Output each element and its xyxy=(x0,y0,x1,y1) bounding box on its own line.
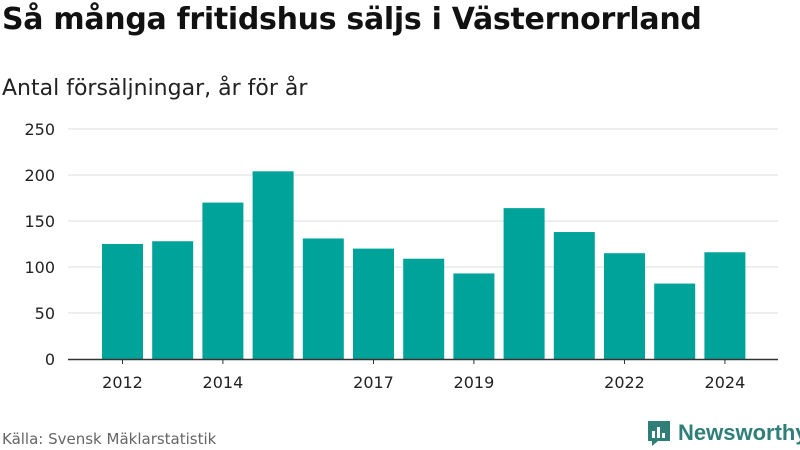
bar-2023 xyxy=(654,283,696,359)
x-tick-label: 2017 xyxy=(353,373,394,392)
bar-2012 xyxy=(102,244,143,359)
y-tick-label: 50 xyxy=(35,304,55,323)
y-tick-label: 100 xyxy=(24,258,55,277)
chart-subtitle: Antal försäljningar, år för år xyxy=(2,76,308,101)
x-tick-label: 2022 xyxy=(604,373,645,392)
bar-2013 xyxy=(152,241,194,359)
bar-2018 xyxy=(403,258,445,359)
x-tick-label: 2012 xyxy=(102,373,143,392)
bar-2017 xyxy=(353,248,394,359)
brand-logo: Newsworthy xyxy=(646,419,800,447)
bar-2014 xyxy=(202,202,244,359)
brand-name: Newsworthy xyxy=(678,420,800,445)
x-tick-label: 2014 xyxy=(203,373,244,392)
chart-title: Så många fritidshus säljs i Västernorrla… xyxy=(2,2,702,37)
y-tick-label: 0 xyxy=(45,350,55,369)
source-note: Källa: Svensk Mäklarstatistik xyxy=(2,430,217,448)
y-tick-label: 150 xyxy=(24,212,55,231)
bar-2024 xyxy=(704,252,746,359)
y-tick-label: 250 xyxy=(24,120,55,139)
bar-2015 xyxy=(252,171,294,359)
bar-2021 xyxy=(553,232,595,359)
bar-2019 xyxy=(453,273,495,359)
bar-2022 xyxy=(604,253,645,359)
newsworthy-logo-icon xyxy=(648,421,670,446)
y-tick-label: 200 xyxy=(24,166,55,185)
x-tick-label: 2024 xyxy=(705,373,746,392)
bar-2020 xyxy=(503,208,545,359)
x-tick-label: 2019 xyxy=(454,373,495,392)
bar-2016 xyxy=(302,238,344,359)
